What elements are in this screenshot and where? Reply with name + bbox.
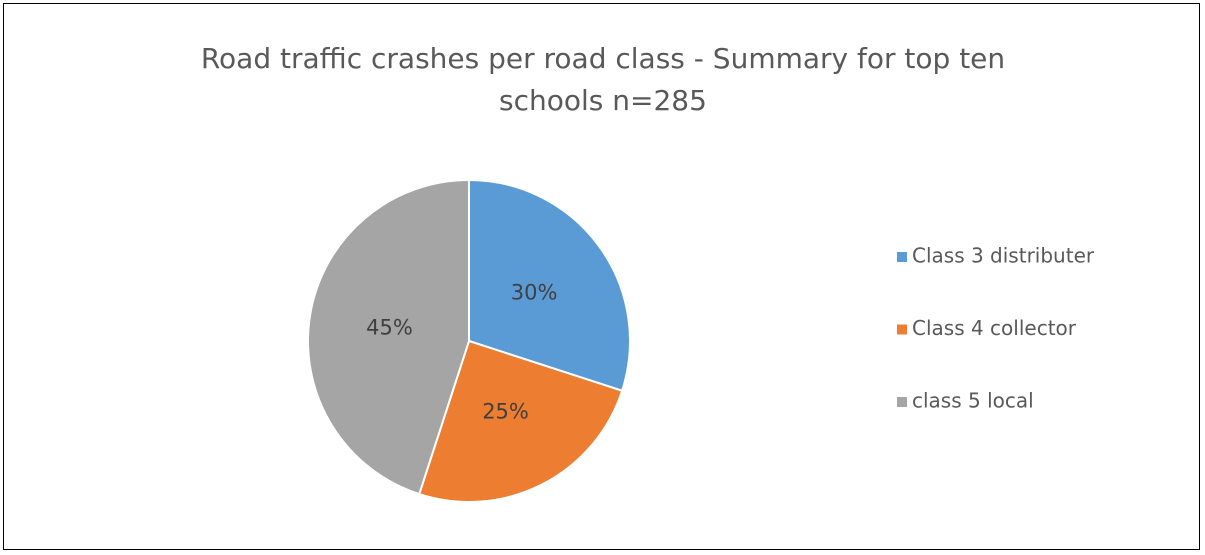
legend-swatch	[897, 397, 907, 407]
slice-label: 30%	[511, 281, 558, 305]
pie-slice	[468, 178, 631, 393]
legend-text: class 5 local	[912, 389, 1034, 413]
slice-label: 25%	[482, 400, 529, 424]
pie-slice	[307, 178, 470, 496]
legend-text: Class 4 collector	[912, 316, 1077, 340]
legend-swatch	[897, 324, 907, 335]
slice-label: 45%	[366, 315, 413, 339]
chart-title: Road traffic crashes per road class - Su…	[200, 42, 1006, 117]
legend-text: Class 3 distributer	[912, 244, 1095, 268]
chart-frame	[3, 3, 1200, 550]
legend-swatch	[897, 252, 907, 262]
pie-slice	[417, 339, 624, 503]
